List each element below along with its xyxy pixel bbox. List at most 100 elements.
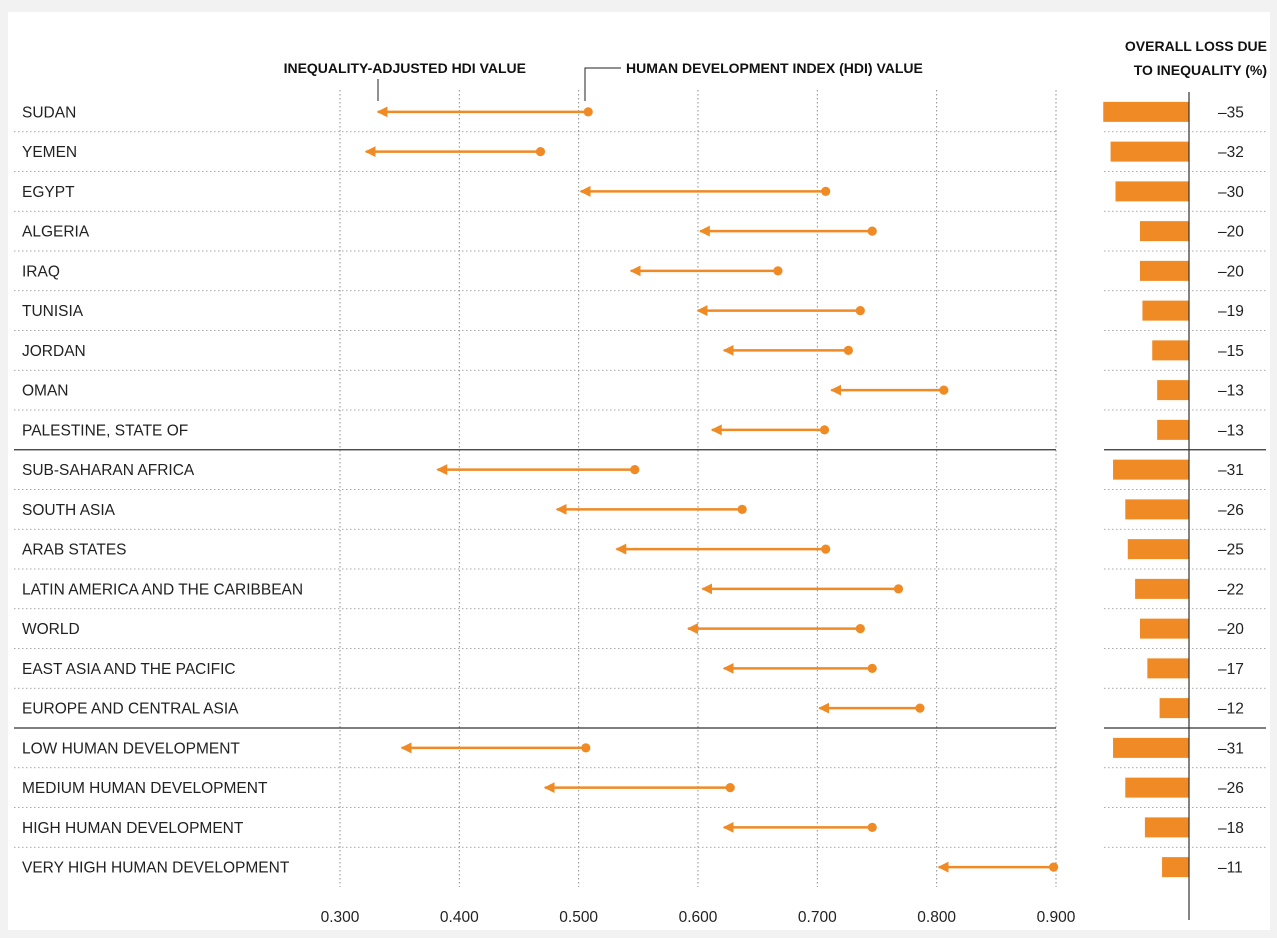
loss-bar (1140, 221, 1189, 242)
hdi-point (821, 544, 831, 554)
loss-value-label: –31 (1218, 462, 1244, 479)
loss-bar (1162, 857, 1189, 878)
row-label: SUDAN (22, 104, 76, 121)
loss-bar (1110, 141, 1189, 162)
row-6: JORDAN –15 (22, 340, 1244, 361)
loss-value-label: –12 (1218, 701, 1244, 718)
ihdi-header: INEQUALITY-ADJUSTED HDI VALUE (284, 60, 526, 76)
loss-bar (1152, 340, 1189, 361)
row-label: EAST ASIA AND THE PACIFIC (22, 661, 236, 678)
hdi-point (867, 226, 877, 236)
row-label: IRAQ (22, 263, 60, 280)
row-9: SUB-SAHARAN AFRICA –31 (22, 459, 1244, 480)
row-dividers (14, 131, 1266, 848)
loss-bar (1125, 499, 1189, 520)
hdi-point (821, 186, 831, 196)
loss-bar (1142, 300, 1189, 321)
loss-value-label: –18 (1218, 820, 1244, 837)
hdi-point (773, 266, 783, 276)
row-label: OMAN (22, 383, 69, 400)
row-7: OMAN –13 (22, 380, 1244, 401)
hdi-point (939, 385, 949, 395)
row-label: TUNISIA (22, 303, 84, 320)
row-17: MEDIUM HUMAN DEVELOPMENT –26 (22, 777, 1244, 798)
chart-svg: INEQUALITY-ADJUSTED HDI VALUE HUMAN DEVE… (14, 38, 1267, 926)
x-tick-label: 0.600 (679, 909, 718, 926)
row-label: LOW HUMAN DEVELOPMENT (22, 740, 240, 757)
loss-value-label: –11 (1218, 860, 1243, 877)
row-label: PALESTINE, STATE OF (22, 422, 188, 439)
hdi-point (855, 624, 865, 634)
row-1: YEMEN –32 (22, 141, 1244, 162)
loss-value-label: –22 (1218, 581, 1244, 598)
loss-value-label: –26 (1218, 780, 1244, 797)
loss-bar (1127, 539, 1189, 560)
hdi-point (855, 306, 865, 316)
row-10: SOUTH ASIA –26 (22, 499, 1244, 520)
loss-bar (1147, 658, 1189, 679)
hdi-point (819, 425, 830, 435)
hdi-header-connector (584, 67, 621, 101)
row-label: SUB-SAHARAN AFRICA (22, 462, 195, 479)
row-label: ARAB STATES (22, 542, 127, 559)
loss-value-label: –30 (1218, 184, 1244, 201)
row-0: SUDAN –35 (22, 101, 1244, 122)
row-label: VERY HIGH HUMAN DEVELOPMENT (22, 860, 290, 877)
hdi-point (630, 465, 640, 475)
row-label: EUROPE AND CENTRAL ASIA (22, 701, 239, 718)
loss-bar (1115, 181, 1189, 202)
row-3: ALGERIA –20 (22, 221, 1244, 242)
loss-value-label: –31 (1218, 740, 1244, 757)
loss-value-label: –13 (1218, 422, 1244, 439)
hdi-point (915, 703, 925, 713)
loss-bar (1113, 737, 1189, 758)
loss-bar (1140, 260, 1189, 281)
row-14: EAST ASIA AND THE PACIFIC –17 (22, 658, 1244, 679)
loss-value-label: –19 (1218, 303, 1244, 320)
loss-bar (1113, 459, 1189, 480)
loss-bar (1140, 618, 1189, 639)
loss-value-label: –17 (1218, 661, 1244, 678)
loss-value-label: –20 (1218, 263, 1244, 280)
hdi-point (725, 783, 735, 793)
row-19: VERY HIGH HUMAN DEVELOPMENT –11 (22, 857, 1243, 878)
row-5: TUNISIA –19 (22, 300, 1244, 321)
hdi-point (893, 584, 904, 594)
hdi-point (843, 345, 853, 355)
loss-bar (1103, 101, 1189, 122)
row-label: JORDAN (22, 343, 86, 360)
x-tick-label: 0.800 (917, 909, 956, 926)
gridlines (339, 90, 1057, 887)
row-label: YEMEN (22, 144, 77, 161)
hdi-point (583, 107, 593, 117)
loss-value-label: –25 (1218, 542, 1244, 559)
hdi-point (867, 663, 877, 673)
row-label: LATIN AMERICA AND THE CARIBBEAN (22, 581, 303, 598)
row-label: HIGH HUMAN DEVELOPMENT (22, 820, 244, 837)
x-tick-label: 0.500 (559, 909, 598, 926)
x-tick-label: 0.900 (1037, 909, 1076, 926)
hdi-point (737, 504, 747, 514)
loss-value-label: –20 (1218, 621, 1244, 638)
loss-bar (1157, 380, 1189, 401)
loss-bar (1159, 698, 1189, 719)
loss-bar (1125, 777, 1189, 798)
loss-value-label: –35 (1218, 104, 1244, 121)
loss-bar (1157, 419, 1189, 440)
row-2: EGYPT –30 (22, 181, 1244, 202)
row-label: WORLD (22, 621, 80, 638)
row-18: HIGH HUMAN DEVELOPMENT –18 (22, 817, 1244, 838)
row-label: SOUTH ASIA (22, 502, 116, 519)
loss-value-label: –26 (1218, 502, 1244, 519)
row-13: WORLD –20 (22, 618, 1244, 639)
row-label: ALGERIA (22, 224, 90, 241)
hdi-header: HUMAN DEVELOPMENT INDEX (HDI) VALUE (626, 60, 923, 76)
x-tick-label: 0.300 (321, 909, 360, 926)
row-15: EUROPE AND CENTRAL ASIA –12 (22, 698, 1244, 719)
loss-value-label: –20 (1218, 224, 1244, 241)
x-axis-ticks: 0.300 0.400 0.500 0.600 0.700 0.800 0.900 (321, 909, 1076, 926)
hdi-point (535, 147, 546, 157)
row-11: ARAB STATES –25 (22, 539, 1244, 560)
row-label: MEDIUM HUMAN DEVELOPMENT (22, 780, 268, 797)
row-16: LOW HUMAN DEVELOPMENT –31 (22, 737, 1244, 758)
